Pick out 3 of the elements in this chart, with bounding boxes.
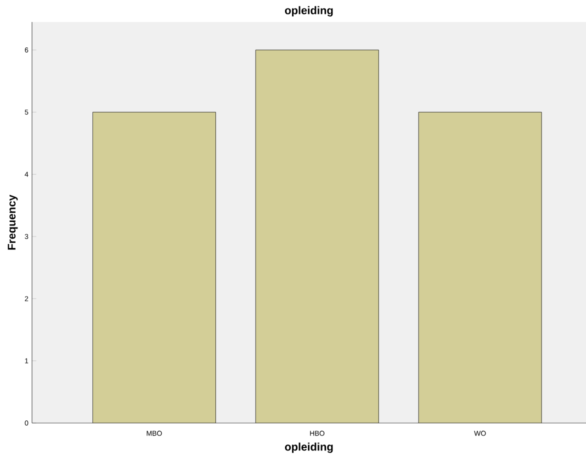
- chart-title: opleiding: [284, 6, 333, 16]
- y-axis-title: Frequency: [8, 194, 18, 250]
- x-axis-title: opleiding: [284, 442, 333, 453]
